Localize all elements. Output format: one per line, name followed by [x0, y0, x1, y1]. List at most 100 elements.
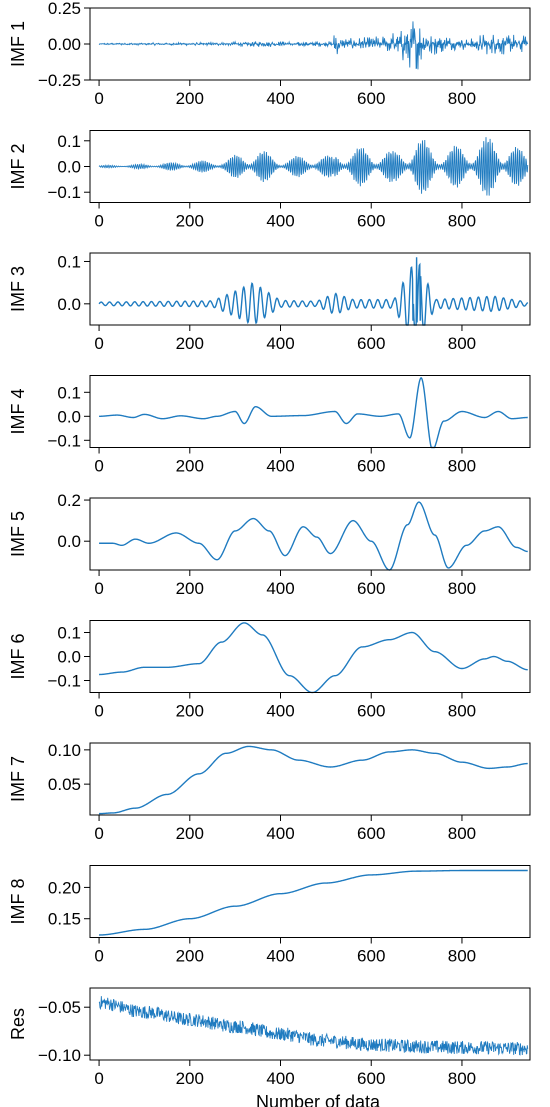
x-tick-label: 800 — [448, 947, 476, 966]
y-tick-label: −0.05 — [38, 998, 81, 1017]
x-tick-label: 600 — [357, 824, 385, 843]
y-tick-label: 0.00 — [48, 35, 81, 54]
y-axis-label: IMF 2 — [8, 143, 28, 189]
x-tick-label: 600 — [357, 947, 385, 966]
series-line — [98, 21, 529, 70]
x-tick-label: 200 — [176, 702, 204, 721]
series-line — [99, 745, 528, 815]
axes-frame — [89, 375, 531, 448]
x-tick-label: 200 — [176, 947, 204, 966]
y-tick-label: 0.1 — [57, 252, 81, 271]
axes-frame — [89, 865, 531, 938]
x-tick-label: 0 — [94, 702, 103, 721]
x-axis-label: Number of data — [256, 1092, 381, 1107]
x-tick-label: 400 — [266, 579, 294, 598]
panel-imf-3: 0 200 400 600 800 0.0 0.1 IMF 3 — [8, 252, 531, 353]
panel-imf-5: 0 200 400 600 800 0.0 0.2 IMF 5 — [8, 491, 531, 598]
x-tick-label: 200 — [176, 1069, 204, 1088]
x-tick-label: 0 — [94, 1069, 103, 1088]
axes-frame — [89, 987, 531, 1061]
y-tick-label: 0.05 — [48, 775, 81, 794]
y-axis-label: IMF 5 — [8, 511, 28, 557]
y-tick-label: 0.1 — [57, 624, 81, 643]
x-tick-label: 400 — [266, 89, 294, 108]
y-tick-label: −0.25 — [38, 71, 81, 90]
x-tick-label: 0 — [94, 579, 103, 598]
x-tick-label: 200 — [176, 334, 204, 353]
axes-frame — [89, 620, 531, 693]
y-tick-label: 0.1 — [57, 132, 81, 151]
axes-frame — [89, 742, 531, 816]
y-axis-label: IMF 8 — [8, 878, 28, 924]
y-tick-label: 0.25 — [48, 0, 81, 18]
y-tick-label: −0.1 — [47, 183, 81, 202]
panel-imf-8: 0 200 400 600 800 0.15 0.20 IMF 8 — [8, 865, 531, 966]
x-tick-label: 400 — [266, 334, 294, 353]
x-tick-label: 400 — [266, 702, 294, 721]
series-line — [99, 869, 528, 936]
panel-imf-4: 0 200 400 600 800 −0.1 0.0 0.1 IMF 4 — [8, 375, 531, 476]
x-tick-label: 600 — [357, 334, 385, 353]
x-tick-label: 800 — [448, 1069, 476, 1088]
x-tick-label: 400 — [266, 824, 294, 843]
x-tick-label: 400 — [266, 457, 294, 476]
y-tick-label: 0.1 — [57, 383, 81, 402]
y-tick-label: −0.1 — [47, 431, 81, 450]
x-tick-label: 400 — [266, 1069, 294, 1088]
x-tick-label: 800 — [448, 212, 476, 231]
x-tick-label: 600 — [357, 457, 385, 476]
x-tick-label: 600 — [357, 89, 385, 108]
y-tick-label: 0.0 — [57, 295, 81, 314]
x-tick-label: 200 — [176, 579, 204, 598]
x-tick-label: 0 — [94, 947, 103, 966]
x-tick-label: 0 — [94, 457, 103, 476]
y-axis-label: IMF 6 — [8, 633, 28, 679]
series-line — [98, 137, 529, 196]
panel-imf-6: 0 200 400 600 800 −0.1 0.0 0.1 IMF 6 — [8, 620, 531, 721]
y-tick-label: 0.2 — [57, 491, 81, 510]
x-tick-label: 600 — [357, 702, 385, 721]
y-tick-label: 0.0 — [57, 407, 81, 426]
axes-frame — [89, 497, 531, 571]
axes-frame — [89, 252, 531, 326]
x-tick-label: 800 — [448, 334, 476, 353]
x-tick-label: 200 — [176, 89, 204, 108]
x-tick-label: 200 — [176, 212, 204, 231]
x-tick-label: 200 — [176, 457, 204, 476]
y-tick-label: 0.0 — [57, 648, 81, 667]
panel-imf-1: 0 200 400 600 800 −0.25 0.00 0.25 IMF 1 — [8, 0, 531, 108]
x-tick-label: 0 — [94, 89, 103, 108]
series-line — [98, 996, 529, 1056]
x-tick-label: 800 — [448, 579, 476, 598]
series-line — [99, 377, 528, 449]
x-tick-label: 0 — [94, 212, 103, 231]
x-tick-label: 200 — [176, 824, 204, 843]
x-tick-label: 0 — [94, 824, 103, 843]
x-tick-label: 600 — [357, 1069, 385, 1088]
series-line — [98, 257, 529, 326]
y-tick-label: −0.1 — [47, 672, 81, 691]
series-line — [99, 501, 528, 571]
x-tick-label: 400 — [266, 947, 294, 966]
panel-imf-7: 0 200 400 600 800 0.05 0.10 IMF 7 — [8, 741, 531, 843]
y-axis-label: IMF 7 — [8, 756, 28, 802]
x-tick-label: 800 — [448, 702, 476, 721]
x-tick-label: 600 — [357, 212, 385, 231]
series-line — [99, 622, 528, 694]
x-tick-label: 800 — [448, 89, 476, 108]
x-tick-label: 0 — [94, 334, 103, 353]
y-axis-label: IMF 4 — [8, 388, 28, 434]
panel-res: 0 200 400 600 800 −0.05 −0.10 Res Number of data — [8, 987, 531, 1107]
y-axis-label: Res — [8, 1008, 28, 1040]
y-tick-label: 0.0 — [57, 532, 81, 551]
x-tick-label: 800 — [448, 457, 476, 476]
x-tick-label: 600 — [357, 579, 385, 598]
y-tick-label: 0.15 — [48, 910, 81, 929]
y-axis-label: IMF 1 — [8, 21, 28, 67]
panel-imf-2: 0 200 400 600 800 −0.1 0.0 0.1 IMF 2 — [8, 130, 531, 231]
y-tick-label: 0.0 — [57, 158, 81, 177]
y-tick-label: 0.10 — [48, 741, 81, 760]
x-tick-label: 800 — [448, 824, 476, 843]
x-tick-label: 400 — [266, 212, 294, 231]
